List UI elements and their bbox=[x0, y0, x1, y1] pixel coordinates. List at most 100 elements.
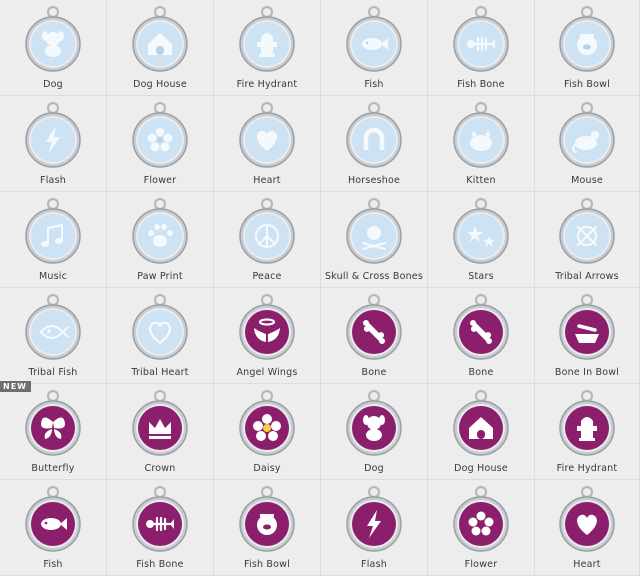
pet-tag-fire-hydrant bbox=[236, 4, 298, 78]
tag-item[interactable]: Fire Hydrant bbox=[535, 384, 640, 480]
tag-label: Flash bbox=[361, 559, 387, 570]
pet-tag-bone bbox=[450, 292, 512, 366]
pet-tag-heart bbox=[556, 484, 618, 558]
fish-icon bbox=[362, 38, 388, 50]
tag-label: Horseshoe bbox=[347, 175, 401, 186]
pet-tag-flower bbox=[129, 100, 191, 174]
butterfly-icon bbox=[41, 417, 65, 439]
tag-item[interactable]: Angel Wings bbox=[214, 288, 321, 384]
stars-icon bbox=[467, 226, 495, 247]
tag-label: Dog bbox=[43, 79, 63, 90]
tag-label: Daisy bbox=[253, 463, 281, 474]
tag-label: Music bbox=[38, 271, 68, 282]
fish-bone-icon bbox=[467, 36, 495, 52]
pet-tag-mouse bbox=[556, 100, 618, 174]
tag-item[interactable]: Fish Bone bbox=[428, 0, 535, 96]
pet-tag-dog-house bbox=[129, 4, 191, 78]
peace-icon bbox=[254, 223, 280, 249]
tag-item[interactable]: Fish bbox=[0, 480, 107, 576]
tag-item[interactable]: Tribal Heart bbox=[107, 288, 214, 384]
tag-label: Heart bbox=[573, 559, 601, 570]
tag-item[interactable]: Tribal Arrows bbox=[535, 192, 640, 288]
tag-label: Fish Bone bbox=[457, 79, 505, 90]
tribal-heart-icon bbox=[148, 321, 172, 345]
skull-cross-bones-icon bbox=[361, 226, 387, 251]
angel-wings-icon bbox=[254, 318, 280, 342]
tag-item[interactable]: Fish bbox=[321, 0, 428, 96]
horseshoe-icon bbox=[363, 127, 385, 150]
tribal-arrows-icon bbox=[576, 225, 598, 247]
tag-item[interactable]: Skull & Cross Bones bbox=[321, 192, 428, 288]
dog-house-icon bbox=[148, 33, 172, 55]
tag-item[interactable]: Bone bbox=[428, 288, 535, 384]
dog-house-icon bbox=[469, 417, 493, 439]
crown-icon bbox=[149, 419, 171, 439]
tag-item[interactable]: Bone bbox=[321, 288, 428, 384]
pet-tag-fish bbox=[343, 4, 405, 78]
kitten-icon bbox=[470, 130, 492, 151]
tag-item[interactable]: Dog House bbox=[107, 0, 214, 96]
tag-item[interactable]: Flower bbox=[428, 480, 535, 576]
pet-tag-tribal-arrows bbox=[556, 196, 618, 270]
tag-item[interactable]: Fish Bowl bbox=[535, 0, 640, 96]
tag-item[interactable]: Heart bbox=[214, 96, 321, 192]
music-icon bbox=[41, 223, 64, 247]
pet-tag-flash bbox=[343, 484, 405, 558]
tag-item[interactable]: Peace bbox=[214, 192, 321, 288]
tag-label: Kitten bbox=[466, 175, 496, 186]
tag-item[interactable]: Dog bbox=[321, 384, 428, 480]
tag-item[interactable]: Fish Bone bbox=[107, 480, 214, 576]
tag-label: Crown bbox=[144, 463, 176, 474]
pet-tag-skull-cross-bones bbox=[343, 196, 405, 270]
tag-item[interactable]: Crown bbox=[107, 384, 214, 480]
flash-icon bbox=[46, 126, 60, 154]
tag-label: Tribal Arrows bbox=[555, 271, 619, 282]
tag-label: Heart bbox=[253, 175, 281, 186]
tag-item[interactable]: Kitten bbox=[428, 96, 535, 192]
tag-item[interactable]: Dog House bbox=[428, 384, 535, 480]
pet-tag-dog bbox=[22, 4, 84, 78]
pet-tag-fish-bone bbox=[450, 4, 512, 78]
tag-item[interactable]: Bone In Bowl bbox=[535, 288, 640, 384]
tag-label: Dog House bbox=[454, 463, 508, 474]
pet-tag-stars bbox=[450, 196, 512, 270]
tag-item[interactable]: Daisy bbox=[214, 384, 321, 480]
tag-item[interactable]: Heart bbox=[535, 480, 640, 576]
fish-icon bbox=[41, 518, 67, 530]
bone-in-bowl-icon bbox=[575, 324, 599, 343]
tag-item[interactable]: Horseshoe bbox=[321, 96, 428, 192]
tag-item[interactable]: Tribal Fish bbox=[0, 288, 107, 384]
tag-label: Flower bbox=[464, 559, 498, 570]
tag-item[interactable]: Dog bbox=[0, 0, 107, 96]
tag-label: Flash bbox=[40, 175, 66, 186]
tag-label: Bone bbox=[361, 367, 387, 378]
tag-item[interactable]: Paw Print bbox=[107, 192, 214, 288]
tag-item[interactable]: Flash bbox=[0, 96, 107, 192]
pet-tag-paw-print bbox=[129, 196, 191, 270]
tag-item[interactable]: Mouse bbox=[535, 96, 640, 192]
tag-label: Stars bbox=[468, 271, 494, 282]
tag-item[interactable]: Flower bbox=[107, 96, 214, 192]
pet-tag-tribal-heart bbox=[129, 292, 191, 366]
bone-icon bbox=[363, 320, 385, 344]
paw-print-icon bbox=[148, 224, 173, 247]
tag-item[interactable]: Fire Hydrant bbox=[214, 0, 321, 96]
daisy-icon bbox=[253, 414, 281, 441]
tag-item[interactable]: Stars bbox=[428, 192, 535, 288]
tag-item[interactable]: Music bbox=[0, 192, 107, 288]
tag-label: Flower bbox=[143, 175, 177, 186]
tag-item[interactable]: Fish Bowl bbox=[214, 480, 321, 576]
pet-tag-fish bbox=[22, 484, 84, 558]
fish-bowl-icon bbox=[257, 514, 277, 535]
new-badge: NEW bbox=[0, 381, 31, 392]
flash-icon bbox=[367, 510, 381, 538]
pet-tag-fish-bowl bbox=[556, 4, 618, 78]
tag-label: Fish Bone bbox=[136, 559, 184, 570]
tag-item[interactable]: Butterfly bbox=[0, 384, 107, 480]
pet-tag-flower bbox=[450, 484, 512, 558]
pet-tag-fish-bone bbox=[129, 484, 191, 558]
tag-item[interactable]: Flash bbox=[321, 480, 428, 576]
mouse-icon bbox=[572, 131, 599, 154]
pet-tag-heart bbox=[236, 100, 298, 174]
pet-tag-angel-wings bbox=[236, 292, 298, 366]
